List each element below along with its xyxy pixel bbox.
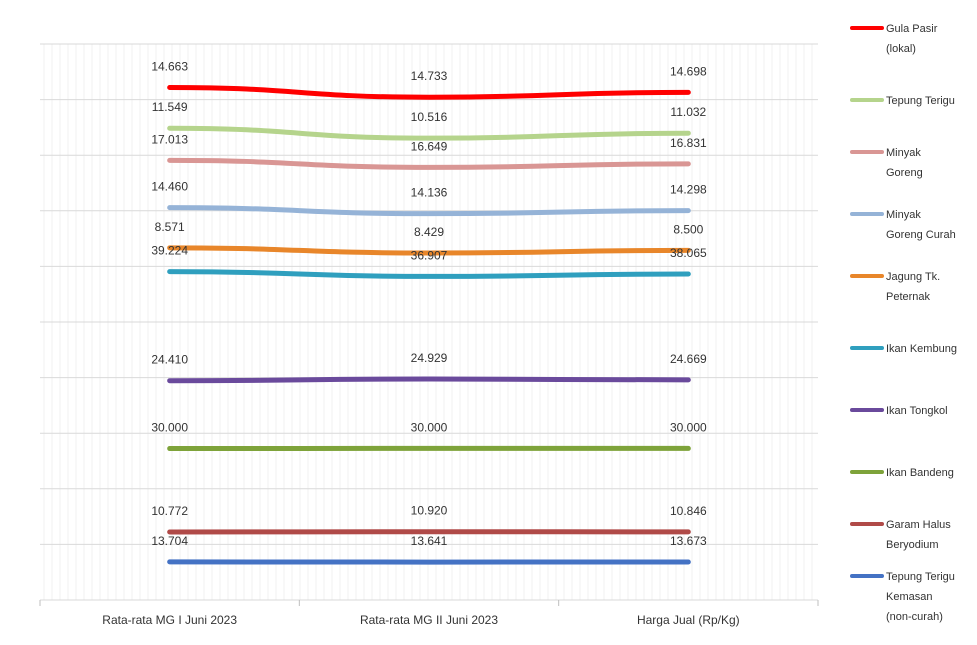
data-label-minyak-goreng-2: 16.649	[411, 139, 448, 153]
legend-label: Goreng	[886, 167, 923, 179]
x-tick-label-1: Rata-rata MG I Juni 2023	[102, 613, 237, 627]
data-label-garam-halus-beryodium-3: 10.846	[670, 504, 707, 518]
data-label-ikan-kembung-3: 38.065	[670, 246, 707, 260]
data-label-minyak-goreng-1: 17.013	[151, 132, 188, 146]
series-line-ikan-tongkol	[170, 379, 689, 381]
legend-label: Kemasan	[886, 591, 932, 603]
data-label-tepung-terigu-kemasan-non-curah-3: 13.673	[670, 534, 707, 548]
data-label-gula-pasir-lokal-3: 14.698	[670, 64, 707, 78]
legend-label: Garam Halus	[886, 519, 951, 531]
data-label-jagung-tk-peternak-1: 8.571	[155, 220, 185, 234]
legend-label: Minyak	[886, 147, 921, 159]
data-label-tepung-terigu-1: 11.549	[152, 100, 188, 114]
data-label-minyak-goreng-3: 16.831	[670, 136, 707, 150]
data-label-garam-halus-beryodium-1: 10.772	[151, 504, 188, 518]
legend-label: Ikan Bandeng	[886, 467, 954, 479]
data-label-tepung-terigu-kemasan-non-curah-1: 13.704	[151, 534, 188, 548]
x-tick-label-3: Harga Jual (Rp/Kg)	[637, 613, 740, 627]
data-label-jagung-tk-peternak-2: 8.429	[414, 225, 444, 239]
data-label-jagung-tk-peternak-3: 8.500	[673, 222, 703, 236]
data-label-ikan-kembung-1: 39.224	[151, 244, 188, 258]
legend-label: Beryodium	[886, 539, 939, 551]
data-label-gula-pasir-lokal-2: 14.733	[411, 69, 448, 83]
legend-label: Ikan Kembung	[886, 343, 957, 355]
data-label-ikan-tongkol-3: 24.669	[670, 352, 707, 366]
legend-label: Tepung Terigu	[886, 571, 955, 583]
data-label-minyak-goreng-curah-2: 14.136	[411, 186, 448, 200]
data-label-tepung-terigu-kemasan-non-curah-2: 13.641	[411, 534, 448, 548]
legend-label: Ikan Tongkol	[886, 405, 948, 417]
data-label-ikan-bandeng-3: 30.000	[670, 420, 707, 434]
legend-label: Peternak	[886, 291, 931, 303]
legend-label: Tepung Terigu	[886, 95, 955, 107]
data-label-ikan-kembung-2: 36.907	[411, 248, 448, 262]
legend-label: Minyak	[886, 209, 921, 221]
legend-label: Goreng Curah	[886, 229, 956, 241]
legend-label: Gula Pasir	[886, 23, 938, 35]
legend-label: (lokal)	[886, 43, 916, 55]
x-tick-label-2: Rata-rata MG II Juni 2023	[360, 613, 498, 627]
legend-label: Jagung Tk.	[886, 271, 940, 283]
data-label-ikan-tongkol-1: 24.410	[151, 353, 188, 367]
data-label-tepung-terigu-2: 10.516	[411, 110, 448, 124]
data-label-minyak-goreng-curah-1: 14.460	[151, 180, 188, 194]
data-label-ikan-bandeng-2: 30.000	[411, 420, 448, 434]
data-label-garam-halus-beryodium-2: 10.920	[411, 504, 448, 518]
data-label-minyak-goreng-curah-3: 14.298	[670, 183, 707, 197]
data-label-ikan-bandeng-1: 30.000	[151, 421, 188, 435]
legend-label: (non-curah)	[886, 611, 943, 623]
data-label-ikan-tongkol-2: 24.929	[411, 351, 448, 365]
data-label-gula-pasir-lokal-1: 14.663	[151, 59, 188, 73]
data-label-tepung-terigu-3: 11.032	[670, 105, 706, 119]
